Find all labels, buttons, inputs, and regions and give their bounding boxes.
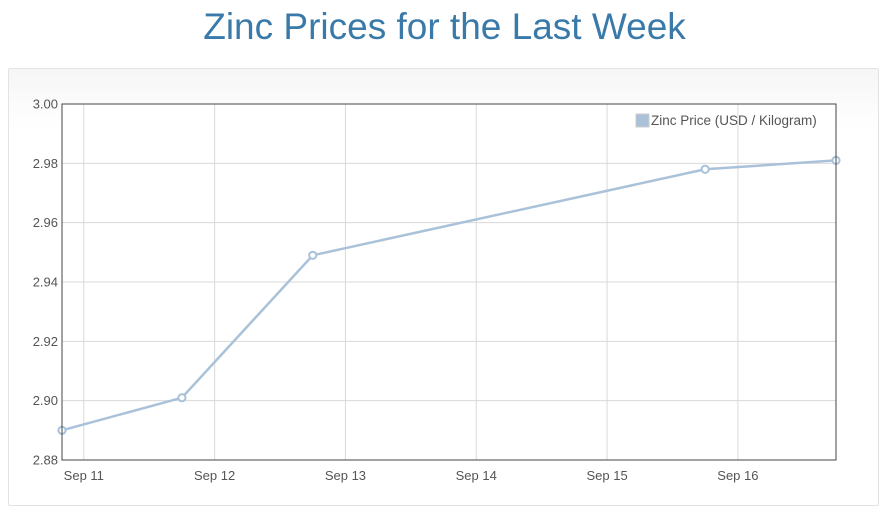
- x-axis-ticks: Sep 11 Sep 12 Sep 13 Sep 14 Sep 15 Sep 16: [64, 468, 759, 483]
- plot-border: [61, 103, 837, 461]
- y-tick-label: 2.94: [33, 275, 58, 290]
- series-layer: [57, 155, 841, 435]
- x-tick-label: Sep 14: [456, 468, 497, 483]
- y-tick-label: 2.88: [33, 453, 58, 468]
- legend-label: Zinc Price (USD / Kilogram): [651, 113, 817, 128]
- page-title: Zinc Prices for the Last Week: [203, 6, 686, 47]
- legend-swatch: [635, 113, 650, 128]
- y-tick-label: 2.98: [33, 156, 58, 171]
- data-point[interactable]: [700, 164, 710, 174]
- data-point[interactable]: [177, 393, 187, 403]
- data-point[interactable]: [308, 250, 318, 260]
- y-tick-label: 3.00: [33, 97, 58, 112]
- y-tick-label: 2.96: [33, 215, 58, 230]
- x-tick-label: Sep 12: [194, 468, 235, 483]
- x-tick-label: Sep 16: [717, 468, 758, 483]
- x-tick-label: Sep 11: [64, 468, 104, 483]
- x-tick-label: Sep 13: [325, 468, 366, 483]
- x-tick-label: Sep 15: [586, 468, 627, 483]
- y-tick-label: 2.92: [33, 334, 58, 349]
- y-axis-ticks: 3.00 2.98 2.96 2.94 2.92 2.90 2.88: [33, 97, 58, 468]
- legend: Zinc Price (USD / Kilogram): [635, 113, 817, 128]
- y-tick-label: 2.90: [33, 393, 58, 408]
- grid-lines: [62, 104, 836, 460]
